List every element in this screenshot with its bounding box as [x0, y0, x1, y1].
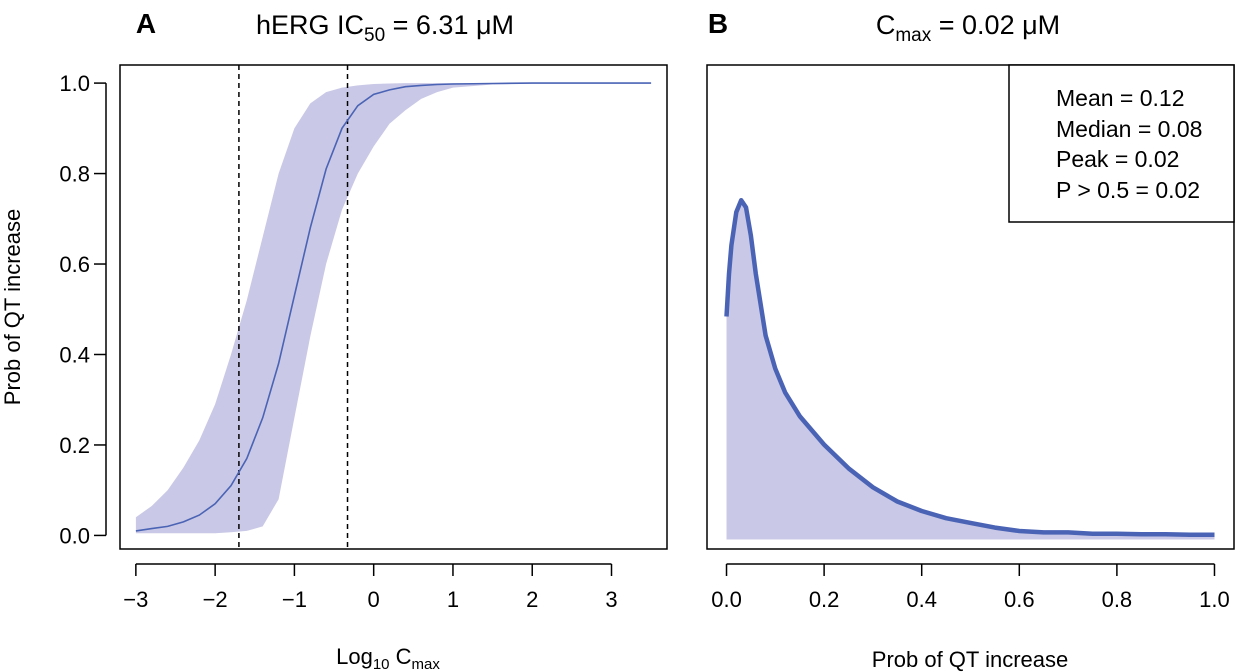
y-axis-a: 0.0 0.2 0.4 0.6 0.8 1.0	[59, 71, 107, 548]
density-area	[726, 200, 1215, 540]
y-tick-label-a: 0.2	[59, 433, 90, 458]
density-curve-line	[724, 197, 1215, 538]
density-curve	[724, 197, 1215, 538]
x-tick-label-a: 1	[447, 587, 459, 612]
x-axis-a: −3 −2 −1 0 1 2 3	[123, 563, 618, 612]
panel-b-title: Cmax = 0.02 μM	[876, 10, 1060, 46]
stat-median: Median = 0.08	[1056, 116, 1202, 142]
x-tick-label-a: −1	[282, 587, 307, 612]
stats-legend: Mean = 0.12 Median = 0.08 Peak = 0.02 P …	[1008, 64, 1235, 223]
x-tick-label-a: −3	[123, 587, 148, 612]
panel-b-letter: B	[708, 8, 728, 39]
y-tick-label-a: 0.4	[59, 342, 90, 367]
stat-p-above-half: P > 0.5 = 0.02	[1056, 177, 1200, 203]
x-tick-label-a: 3	[605, 587, 617, 612]
x-tick-label-b: 0.8	[1102, 587, 1133, 612]
panel-b: B Cmax = 0.02 μM Mean = 0.12 Median = 0.…	[706, 8, 1235, 672]
plot-frame-a	[119, 64, 668, 550]
y-tick-label-a: 0.8	[59, 162, 90, 187]
plot-frame-b	[706, 64, 1235, 550]
x-tick-label-b: 0.4	[906, 587, 937, 612]
confidence-band-area	[135, 83, 652, 534]
x-tick-label-a: 0	[368, 587, 380, 612]
confidence-band	[135, 83, 652, 534]
x-tick-label-a: −2	[203, 587, 228, 612]
stat-mean: Mean = 0.12	[1056, 85, 1185, 111]
stat-peak: Peak = 0.02	[1056, 146, 1179, 172]
x-axis-b: 0.0 0.2 0.4 0.6 0.8 1.0	[711, 563, 1230, 612]
x-tick-label-b: 1.0	[1199, 587, 1230, 612]
x-tick-label-b: 0.6	[1004, 587, 1035, 612]
x-tick-label-b: 0.0	[711, 587, 742, 612]
median-curve-line	[135, 82, 652, 532]
stats-box	[1008, 64, 1235, 223]
x-axis-title-a: Log10 Cmax	[336, 644, 440, 672]
y-tick-label-a: 1.0	[59, 71, 90, 96]
x-axis-title-b: Prob of QT increase	[872, 647, 1068, 672]
y-axis-title-a: Prob of QT increase	[0, 209, 25, 405]
x-tick-label-a: 2	[526, 587, 538, 612]
y-tick-label-a: 0.0	[59, 523, 90, 548]
panel-a-letter: A	[136, 8, 156, 39]
median-curve	[135, 82, 652, 532]
density-fill	[726, 200, 1215, 540]
x-tick-label-b: 0.2	[809, 587, 840, 612]
panel-a: A hERG IC50 = 6.31 μM −3 −2 −1 0 1 2 3 0.00.20…	[0, 8, 668, 672]
y-tick-label-a: 0.6	[59, 252, 90, 277]
panel-a-title: hERG IC50 = 6.31 μM	[256, 10, 514, 46]
